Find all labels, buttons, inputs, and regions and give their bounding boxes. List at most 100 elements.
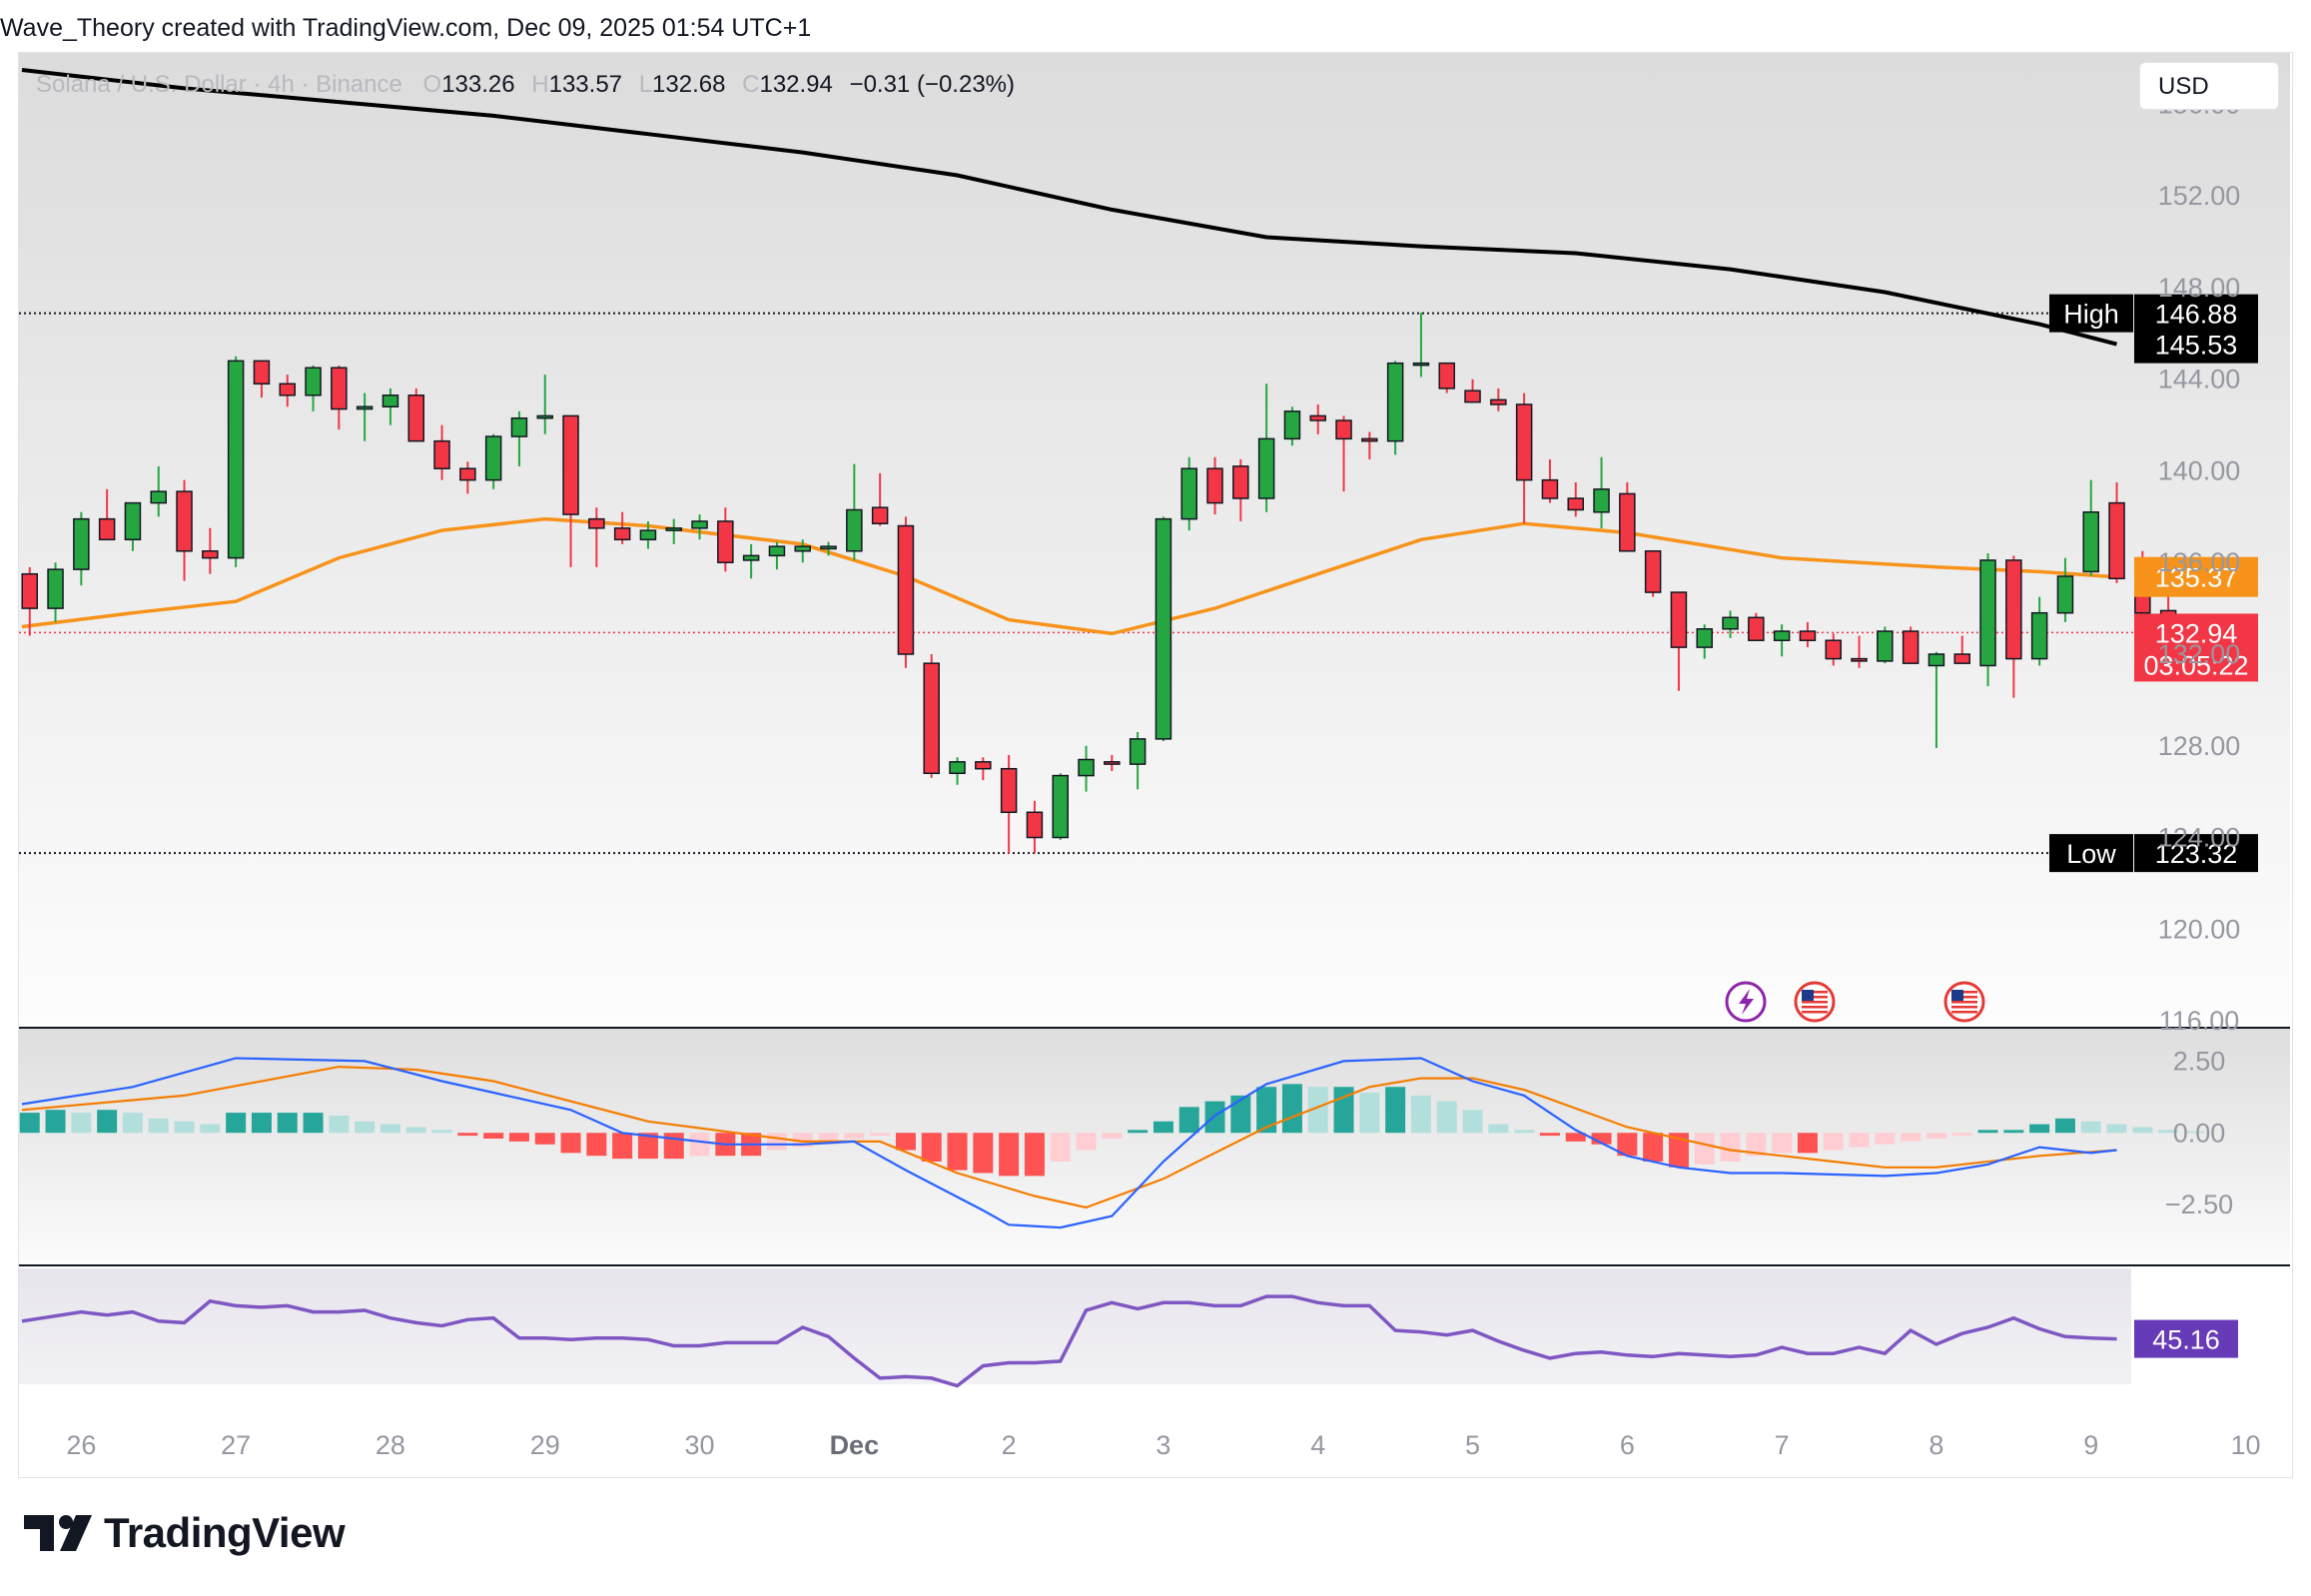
macd-histogram-bar <box>534 1133 555 1145</box>
macd-histogram-bar <box>612 1133 633 1160</box>
candle-body <box>1464 390 1481 403</box>
high-value: 133.57 <box>548 71 623 98</box>
event-markers[interactable] <box>1725 981 1985 1023</box>
macd-histogram-bar <box>1050 1133 1071 1162</box>
close-label: C <box>742 71 760 98</box>
currency-button[interactable]: USD <box>2139 62 2279 110</box>
macd-histogram-bar <box>303 1113 324 1134</box>
candle-body <box>1335 419 1352 440</box>
price-axis-label: 148.00 <box>2158 273 2241 303</box>
candle-body <box>665 527 682 531</box>
macd-histogram-bar <box>200 1124 221 1134</box>
macd-histogram-bar <box>148 1118 169 1134</box>
candle <box>717 507 734 572</box>
ema-short-line <box>21 516 2117 636</box>
macd-histogram-bar <box>870 1133 891 1137</box>
candle <box>1722 610 1739 638</box>
candle <box>21 566 38 636</box>
macd-histogram-bar <box>1514 1130 1535 1134</box>
time-axis-label: 6 <box>1620 1430 1635 1460</box>
candle-body <box>1773 630 1791 641</box>
tradingview-logo[interactable]: TradingView <box>24 1508 346 1558</box>
open-value: 133.26 <box>441 71 515 98</box>
candle-body <box>176 490 193 552</box>
candle <box>2030 596 2048 666</box>
macd-signal-line <box>21 1065 2117 1209</box>
candle <box>356 393 374 441</box>
flag-icon-stripe <box>1802 1001 1828 1004</box>
candle-body <box>1078 758 1095 777</box>
macd-histogram-bar <box>1076 1133 1097 1151</box>
candle-body <box>150 490 167 504</box>
macd-histogram-bar <box>947 1133 968 1171</box>
macd-histogram-bar <box>1462 1110 1483 1134</box>
macd-histogram-bar <box>355 1121 376 1134</box>
candle-body <box>47 568 64 609</box>
candle <box>1696 624 1713 659</box>
candle <box>846 463 863 560</box>
candle <box>1026 800 1044 854</box>
lightning-event-icon[interactable] <box>1725 981 1767 1023</box>
macd-histogram-bar <box>766 1133 787 1151</box>
candle-body <box>1180 467 1197 520</box>
macd-axis-label: 0.00 <box>2173 1118 2226 1148</box>
candle-body <box>227 360 245 559</box>
candle-body <box>73 517 90 570</box>
last-price-value: 132.94 <box>2155 618 2238 648</box>
price-axis-label: 136.00 <box>2158 547 2241 577</box>
us-flag-event-icon[interactable] <box>1794 981 1836 1023</box>
macd-histogram-bar <box>1102 1133 1123 1139</box>
time-axis-label: 27 <box>221 1430 251 1460</box>
candle-body <box>588 517 605 529</box>
macd-histogram-bar <box>277 1113 298 1134</box>
candle <box>820 541 837 556</box>
candle <box>1851 635 1868 668</box>
ema-short-value-box <box>2134 556 2258 597</box>
macd-histogram-bar <box>1307 1087 1328 1134</box>
macd-histogram-bar <box>1128 1130 1149 1134</box>
ema-long-value: 145.53 <box>2155 331 2238 361</box>
macd-histogram-bar <box>45 1110 66 1134</box>
candle-body <box>202 550 219 559</box>
candle <box>202 527 219 574</box>
candle <box>1335 415 1352 492</box>
macd-histogram-bar <box>1901 1133 1922 1142</box>
candle-body <box>717 520 734 563</box>
high-label: H <box>531 71 549 98</box>
candle <box>1799 621 1817 648</box>
candle-body <box>2056 575 2074 614</box>
symbol-name[interactable]: Solana / U.S. Dollar · 4h · Binance <box>36 71 402 98</box>
candle <box>1361 431 1378 459</box>
macd-histogram-bar <box>457 1133 478 1137</box>
brand-name: TradingView <box>104 1509 346 1556</box>
price-axis-label: 140.00 <box>2158 455 2241 485</box>
candle <box>2108 481 2125 583</box>
macd-histogram-bar <box>329 1116 350 1134</box>
low-label: L <box>638 71 653 98</box>
us-flag-event-icon[interactable] <box>1943 981 1985 1023</box>
candle <box>613 511 631 544</box>
macd-histogram-bar <box>71 1113 92 1134</box>
candle-body <box>794 545 811 552</box>
candle <box>433 424 450 480</box>
macd-histogram-bar <box>1643 1133 1664 1162</box>
candle-body <box>975 761 992 770</box>
candle-body <box>1748 616 1765 641</box>
flag-icon-stripe <box>1951 996 1977 999</box>
macd-axis-label: 2.50 <box>2173 1046 2226 1076</box>
price-axis-label: 116.00 <box>2159 1006 2240 1036</box>
time-axis-label: 2 <box>1002 1430 1017 1460</box>
macd-histogram-bar <box>2158 1130 2179 1134</box>
candle <box>1155 516 1172 742</box>
candle <box>975 757 992 781</box>
candle-body <box>742 554 760 561</box>
candle <box>1438 362 1455 394</box>
high-label-box <box>2049 294 2133 333</box>
symbol-legend[interactable]: Solana / U.S. Dollar · 4h · Binance O133… <box>36 71 1015 99</box>
time-axis-label: 4 <box>1310 1430 1325 1460</box>
candle <box>949 757 966 785</box>
candle <box>382 388 399 425</box>
macd-histogram-bar <box>1359 1093 1380 1134</box>
ema-short-value: 135.37 <box>2155 563 2238 593</box>
